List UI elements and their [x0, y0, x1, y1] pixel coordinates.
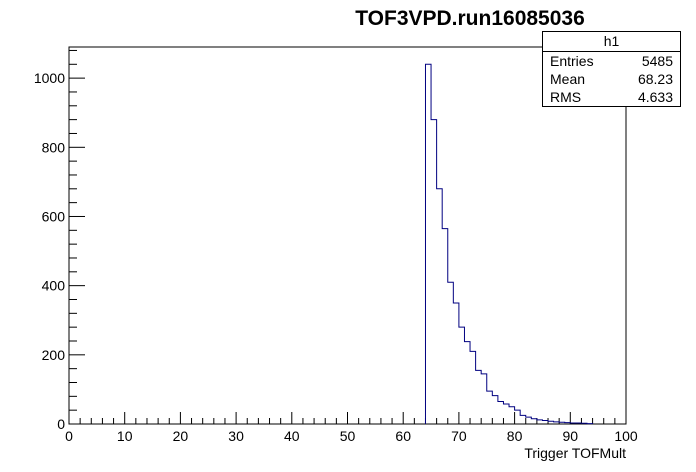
histogram-bins — [425, 64, 592, 424]
histogram-outline — [424, 63, 594, 425]
histogram-bin — [515, 410, 521, 424]
y-tick-label: 600 — [42, 208, 66, 224]
histogram-bin — [531, 419, 537, 424]
x-tick-label: 50 — [340, 428, 356, 444]
x-tick-label: 90 — [563, 428, 579, 444]
x-tick-label: 30 — [228, 428, 244, 444]
stats-row-entries: Entries 5485 — [543, 52, 680, 70]
histogram-bin — [509, 407, 515, 424]
y-tick-label: 1000 — [34, 70, 65, 86]
histogram-bin — [520, 415, 526, 424]
stats-value: 4.633 — [637, 89, 673, 105]
histogram-bin — [542, 421, 548, 424]
chart-title: TOF3VPD.run16085036 — [355, 7, 585, 30]
histogram-bin — [481, 374, 487, 424]
y-tick-label: 0 — [57, 416, 65, 432]
histogram-bin — [492, 396, 498, 424]
histogram-bin — [537, 420, 543, 424]
histogram-bin — [459, 327, 465, 424]
stats-value: 68.23 — [637, 71, 673, 87]
stats-label: Mean — [550, 71, 586, 87]
histogram-bin — [425, 64, 431, 424]
histogram-bin — [437, 189, 443, 424]
x-axis-label: Trigger TOFMult — [524, 445, 626, 461]
x-axis: 0 10 20 30 40 50 60 70 80 90 100 — [65, 412, 638, 444]
y-tick-label: 800 — [42, 139, 66, 155]
y-tick-label: 200 — [42, 347, 66, 363]
histogram-bin — [487, 391, 493, 424]
x-tick-label: 60 — [395, 428, 411, 444]
histogram-bin — [453, 303, 459, 424]
histogram-bin — [470, 351, 476, 424]
stats-box: h1 Entries 5485 Mean 68.23 RMS 4.633 — [542, 31, 681, 107]
stats-row-mean: Mean 68.23 — [543, 70, 680, 88]
x-tick-label: 100 — [614, 428, 638, 444]
stats-label: RMS — [550, 89, 582, 105]
histogram-bin — [442, 229, 448, 424]
x-tick-label: 10 — [117, 428, 133, 444]
x-tick-label: 0 — [65, 428, 73, 444]
histogram-bin — [464, 342, 470, 424]
x-tick-label: 40 — [284, 428, 300, 444]
y-axis: 0 200 400 600 800 1000 — [34, 49, 85, 432]
x-tick-label: 80 — [507, 428, 523, 444]
stats-histogram-name: h1 — [543, 32, 680, 52]
stats-value: 5485 — [641, 53, 673, 69]
x-tick-label: 20 — [173, 428, 189, 444]
histogram-bin — [448, 282, 454, 424]
y-tick-label: 400 — [42, 278, 66, 294]
stats-label: Entries — [550, 53, 594, 69]
histogram-bin — [476, 370, 482, 424]
x-tick-label: 70 — [451, 428, 467, 444]
histogram-bin — [526, 417, 532, 424]
histogram-bin — [431, 120, 437, 424]
stats-row-rms: RMS 4.633 — [543, 88, 680, 106]
histogram-bin — [503, 404, 509, 424]
histogram-bin — [498, 402, 504, 424]
